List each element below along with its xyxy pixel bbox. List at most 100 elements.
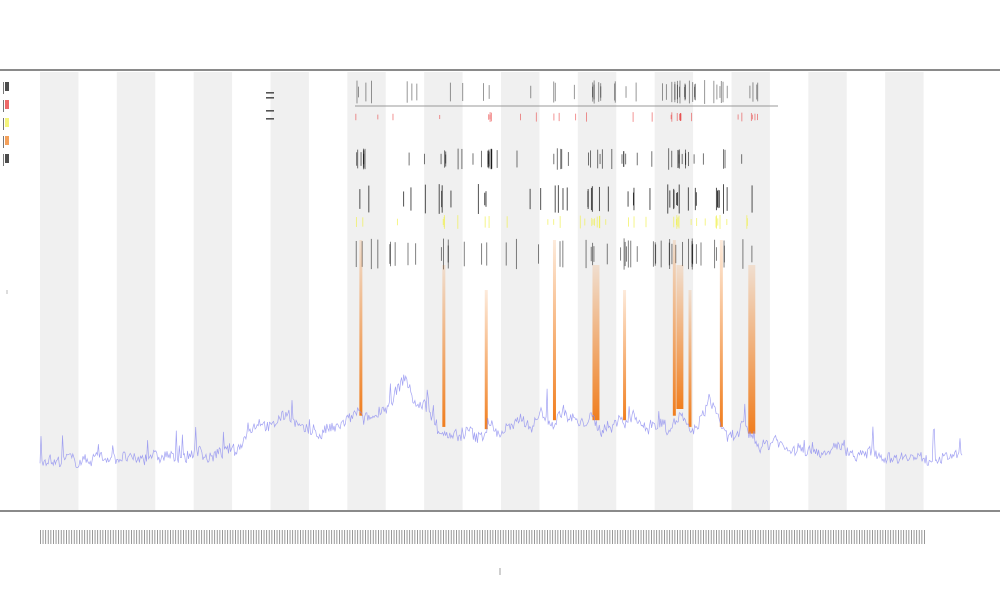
track-tick <box>628 217 629 227</box>
x-tick-label <box>770 530 772 544</box>
track-tick <box>607 186 609 212</box>
x-tick-label <box>81 530 83 544</box>
x-tick-label <box>294 530 296 544</box>
track-tick <box>355 217 357 227</box>
track-tick <box>671 243 673 265</box>
x-tick-label <box>71 530 73 544</box>
track-tick <box>554 185 556 213</box>
track-tick <box>599 215 601 229</box>
x-tick-label <box>391 530 392 544</box>
track-tick <box>682 241 684 267</box>
x-tick-label <box>567 530 569 544</box>
track-tick <box>627 240 629 268</box>
x-tick-label <box>791 530 793 544</box>
x-tick-label <box>492 530 494 544</box>
track-tick <box>441 190 443 208</box>
track-tick <box>662 83 663 101</box>
track-tick <box>443 238 444 270</box>
x-tick-label <box>716 530 717 544</box>
x-tick-label <box>110 530 112 544</box>
x-tick-label <box>175 530 177 544</box>
track-tick <box>540 188 542 210</box>
track-tick <box>636 246 638 262</box>
track-tick <box>635 82 637 102</box>
x-tick-label <box>235 530 236 544</box>
x-tick-marks <box>40 530 925 544</box>
track-tick <box>529 188 531 210</box>
x-tick-label <box>47 530 49 544</box>
track-tick <box>702 153 704 165</box>
track-tick <box>457 148 459 170</box>
x-tick-label <box>697 530 699 544</box>
x-tick-label <box>411 530 413 544</box>
x-tick-label <box>638 530 639 544</box>
track-tick <box>620 247 622 261</box>
x-tick-label <box>588 530 590 544</box>
x-tick-label <box>313 530 314 544</box>
track-tick <box>679 113 681 121</box>
x-tick-label <box>172 530 174 544</box>
x-tick-label <box>237 530 239 544</box>
x-tick-label <box>120 530 122 544</box>
track-tick <box>754 113 756 121</box>
x-tick-label <box>658 530 660 544</box>
x-tick-label <box>354 530 356 544</box>
track-tick <box>557 185 559 213</box>
x-tick-label <box>913 530 915 544</box>
x-tick-label <box>367 530 369 544</box>
track-tick <box>520 113 521 121</box>
x-tick-label <box>144 530 145 544</box>
band <box>193 72 233 510</box>
track-tick <box>506 216 508 228</box>
x-tick-label <box>380 530 382 544</box>
x-tick-label <box>489 530 491 544</box>
track-tick <box>590 150 592 168</box>
x-tick-label <box>671 530 673 544</box>
x-tick-label <box>544 530 546 544</box>
track-tick <box>717 189 719 209</box>
track-tick <box>605 219 607 225</box>
track-tick <box>496 150 498 168</box>
track-tick <box>515 238 517 270</box>
track-tick <box>722 81 724 103</box>
x-tick-label <box>742 530 743 544</box>
x-tick-label <box>404 530 405 544</box>
x-tick-label <box>352 530 353 544</box>
track-tick <box>566 187 568 211</box>
x-tick-label <box>170 530 171 544</box>
x-tick-label <box>55 530 57 544</box>
track-tick <box>457 215 459 229</box>
track-tick <box>676 219 677 225</box>
x-tick-label <box>432 530 434 544</box>
x-tick-label <box>487 530 489 544</box>
x-tick-label <box>448 530 450 544</box>
spike-series <box>359 240 756 434</box>
track-tick <box>487 150 489 168</box>
x-tick-label <box>778 530 780 544</box>
track-tick <box>368 185 370 213</box>
track-tick <box>598 186 600 212</box>
track-tick <box>621 154 623 164</box>
x-tick-label <box>211 530 213 544</box>
track-tick <box>679 80 681 104</box>
track-tick <box>669 239 671 269</box>
x-tick-label <box>307 530 309 544</box>
track-tick <box>688 80 690 104</box>
track-tick <box>719 86 721 98</box>
x-tick-label <box>227 530 229 544</box>
legend-swatch <box>5 100 9 109</box>
spike <box>688 290 692 427</box>
x-tick-label <box>89 530 91 544</box>
x-tick-label <box>648 530 650 544</box>
x-tick-label <box>185 530 187 544</box>
x-tick-label <box>786 530 788 544</box>
track-tick <box>678 215 680 229</box>
x-tick-label <box>630 530 632 544</box>
x-tick-label <box>456 530 457 544</box>
x-tick-label <box>601 530 603 544</box>
track-tick <box>450 190 452 208</box>
x-tick-label <box>669 530 671 544</box>
track-tick <box>461 148 463 170</box>
x-tick-label <box>822 530 824 544</box>
track-tick <box>360 152 362 166</box>
